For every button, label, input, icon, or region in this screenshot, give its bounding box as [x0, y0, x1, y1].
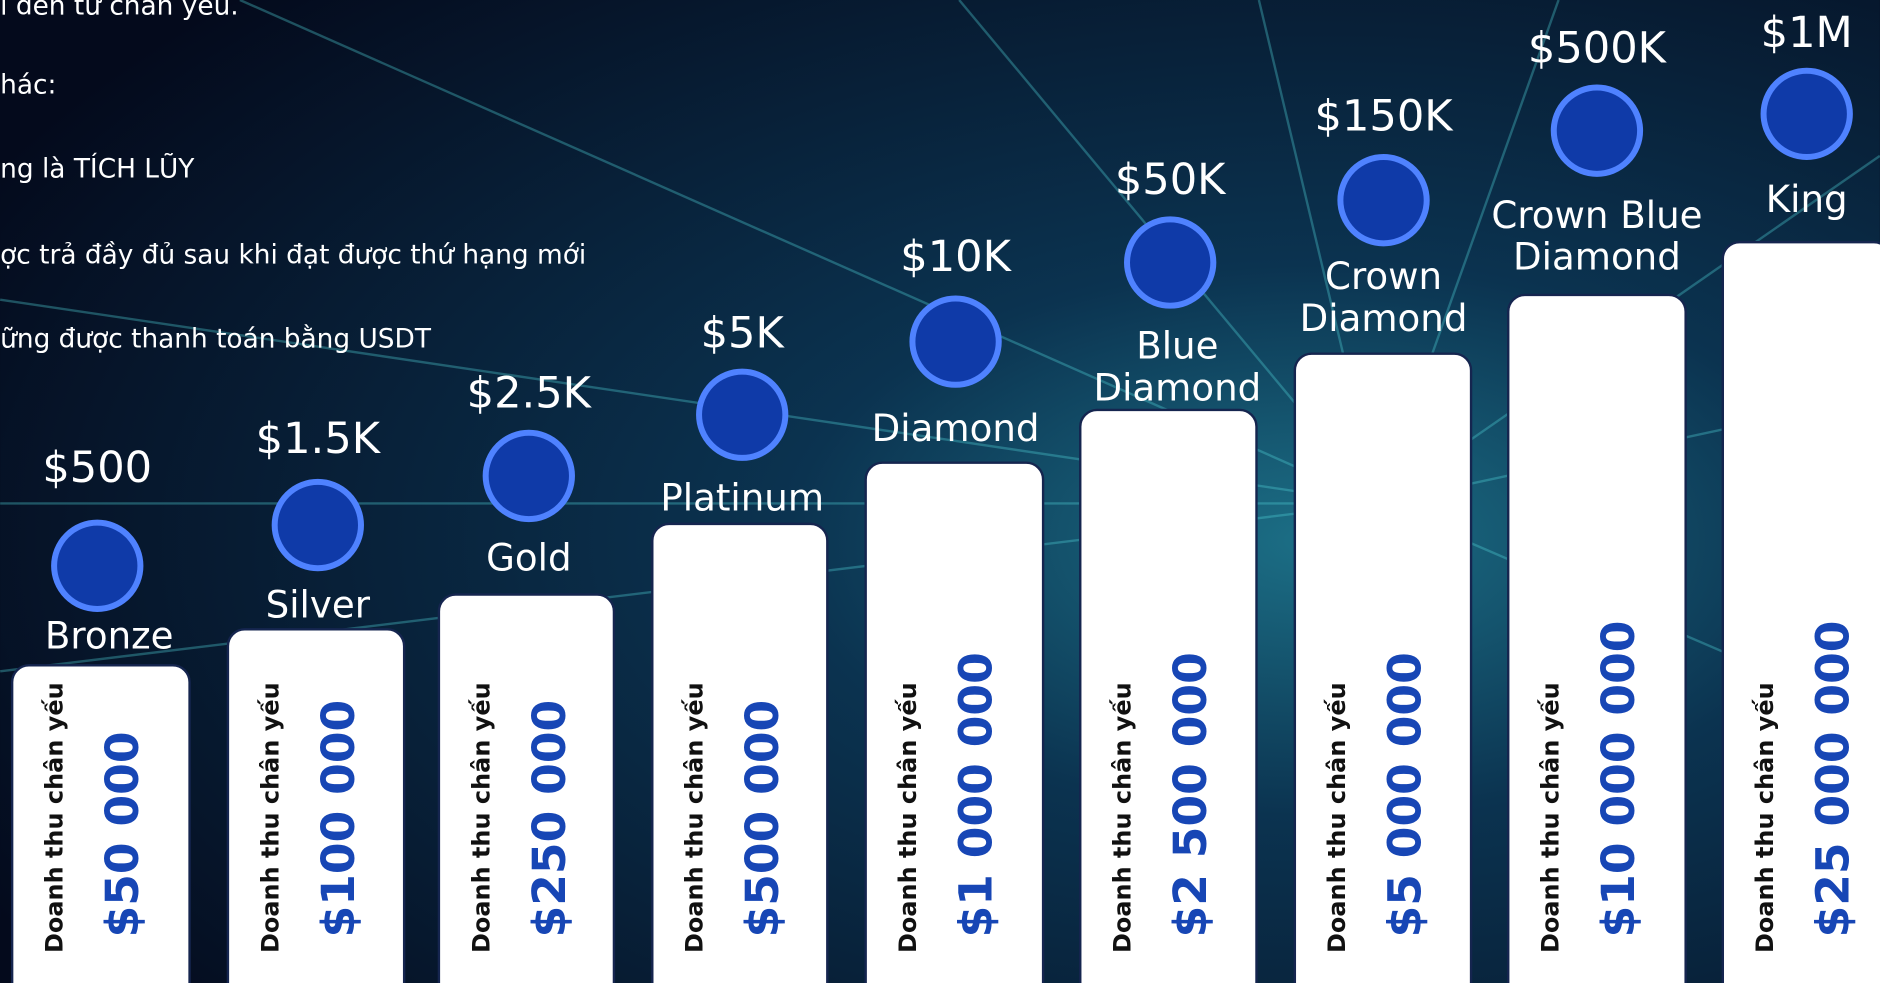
tier-reward: $1M: [1761, 8, 1853, 58]
tier: $1M King Doanh thu chân yếu $25 000 000: [1721, 8, 1880, 983]
tier-amount: $10 000 000: [1592, 620, 1645, 937]
tier-name-line: Gold: [486, 537, 571, 580]
tier-icon: [696, 368, 789, 461]
tier-icon: [51, 519, 144, 612]
tier-name: Diamond: [872, 407, 1040, 450]
tier-name-line: Bronze: [45, 615, 174, 658]
tier-reward: $2.5K: [467, 369, 593, 419]
tier-box: [1079, 408, 1258, 983]
tier-reward: $150K: [1315, 92, 1455, 142]
tier-label: Doanh thu chân yếu: [1323, 682, 1351, 953]
tier-reward: $1.5K: [256, 414, 382, 464]
tier-name: King: [1766, 178, 1848, 221]
tier-box: [226, 628, 406, 983]
tier-amount: $100 000: [312, 700, 365, 938]
tier-label: Doanh thu chân yếu: [681, 682, 709, 953]
tier: $150K Crown Diamond Doanh thu chân yếu $5 00…: [1293, 92, 1473, 983]
tier: $1.5K Silver Doanh thu chân yếu $100 000: [226, 414, 406, 983]
tier-name-line: Crown: [1325, 255, 1442, 298]
tier-name: Crown Diamond: [1300, 255, 1468, 340]
tier-label: Doanh thu chân yếu: [1537, 682, 1565, 953]
tier: $500 Bronze Doanh thu chân yếu $50 000: [10, 443, 191, 983]
tier-box: [1293, 352, 1473, 983]
tier-icon: [1760, 67, 1853, 161]
tier-box: [864, 461, 1045, 983]
tier-icon: [909, 295, 1002, 388]
tier-box: [1507, 293, 1687, 983]
tier: $50K Blue Diamond Doanh thu chân yếu $2 500 …: [1079, 155, 1261, 983]
tier-reward: $500K: [1528, 23, 1668, 73]
tier-label: Doanh thu chân yếu: [894, 682, 922, 953]
tier-name-line: Platinum: [660, 477, 824, 520]
tier-amount: $500 000: [736, 700, 789, 938]
tier-label: Doanh thu chân yếu: [467, 682, 495, 953]
tier-reward: $50K: [1115, 155, 1227, 205]
tier-label: Doanh thu chân yếu: [1751, 682, 1779, 953]
intro-line: ợc trả đầy đủ sau khi đạt được thứ hạng …: [0, 241, 586, 271]
tier-amount: $2 500 000: [1164, 652, 1217, 937]
tier-box: [1721, 240, 1880, 983]
tier-amount: $1 000 000: [950, 652, 1003, 937]
tier: $500K Crown Blue Diamond Doanh thu chân yếu…: [1491, 23, 1702, 983]
tier-icon: [1124, 216, 1217, 309]
tier-amount: $25 000 000: [1807, 620, 1860, 937]
tier-reward: $10K: [900, 232, 1012, 282]
tier-name-line: Diamond: [1300, 297, 1468, 340]
intro-line: hác:: [0, 71, 56, 101]
tier-name: Gold: [486, 537, 571, 580]
intro-line: ững được thanh toán bằng USDT: [0, 324, 432, 355]
tier-name: Bronze: [45, 615, 174, 658]
intro-line: ng là TÍCH LŨY: [0, 152, 195, 184]
tier-name-line: Crown Blue: [1491, 194, 1702, 237]
tier-name: Blue Diamond: [1093, 324, 1261, 409]
tier-name-line: Diamond: [1513, 236, 1681, 279]
tier: $5K Platinum Doanh thu chân yếu $500 000: [651, 309, 829, 983]
tier-name-line: Blue: [1136, 324, 1218, 367]
tier-icon: [482, 429, 575, 523]
tier-reward: $500: [42, 443, 152, 493]
tier-name-line: Diamond: [872, 407, 1040, 450]
tier: $2.5K Gold Doanh thu chân yếu $250 000: [437, 369, 616, 983]
tier-label: Doanh thu chân yếu: [256, 682, 284, 953]
tier-box: [10, 664, 191, 983]
tier-box: [437, 593, 616, 983]
tier-icon: [271, 478, 364, 572]
tier: $10K Diamond Doanh thu chân yếu $1 000 000: [864, 232, 1045, 983]
tier-name: Crown Blue Diamond: [1491, 194, 1702, 279]
tier-name-line: King: [1766, 178, 1848, 221]
tier-amount: $50 000: [96, 731, 149, 937]
tier-name: Silver: [266, 583, 371, 626]
tier-amount: $250 000: [523, 700, 576, 938]
tier-amount: $5 000 000: [1379, 652, 1432, 937]
tier-name-line: Silver: [266, 583, 371, 626]
tier-name: Platinum: [660, 477, 824, 520]
tier-name-line: Diamond: [1093, 366, 1261, 409]
intro-line: ı đến từ chân yếu.: [0, 0, 238, 21]
tier-box: [651, 522, 829, 983]
tier-icon: [1337, 154, 1430, 247]
tier-icon: [1550, 84, 1644, 177]
tier-label: Doanh thu chân yếu: [1109, 682, 1137, 953]
tier-label: Doanh thu chân yếu: [40, 682, 68, 953]
tier-reward: $5K: [701, 309, 786, 359]
